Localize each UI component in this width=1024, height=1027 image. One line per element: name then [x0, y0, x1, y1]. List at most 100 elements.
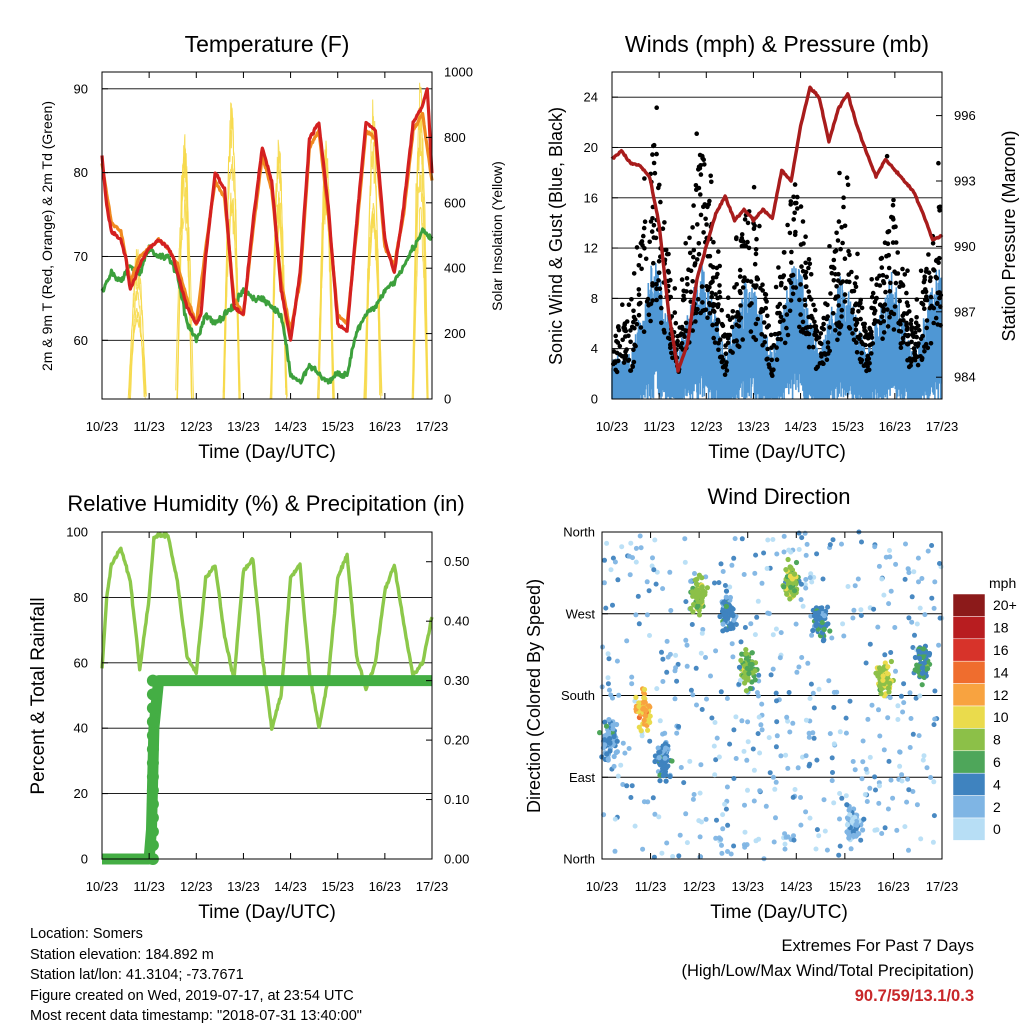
gust-point: [821, 321, 826, 327]
direction-point: [604, 751, 610, 757]
direction-point: [629, 674, 635, 680]
legend-swatch: [952, 683, 986, 707]
direction-point: [913, 695, 919, 701]
gust-point: [868, 332, 874, 338]
gust-point: [838, 246, 843, 252]
gust-point: [704, 222, 709, 227]
direction-point: [831, 741, 837, 747]
legend-swatch: [952, 705, 986, 729]
gust-point: [818, 351, 824, 357]
gust-point: [626, 302, 632, 308]
gust-point: [660, 226, 666, 231]
gust-point: [911, 346, 917, 351]
direction-point: [819, 605, 825, 611]
gust-point: [859, 350, 864, 356]
gust-point: [911, 334, 916, 340]
direction-point: [690, 593, 696, 599]
temperature-x-tick-label: 15/23: [321, 419, 354, 434]
gust-point: [837, 331, 842, 336]
gust-point: [902, 272, 908, 277]
direction-point: [930, 839, 936, 845]
direction-point: [640, 846, 646, 852]
direction-point: [747, 685, 753, 692]
temperature-y-tick-right-label: 800: [444, 130, 466, 145]
direction-point: [644, 579, 650, 585]
direction-point: [663, 778, 669, 784]
direction-point: [743, 688, 750, 694]
humidity-y-tick-right-label: 0.20: [444, 733, 469, 748]
gust-point: [800, 268, 806, 274]
gust-point: [725, 295, 731, 301]
legend-title: mph: [989, 575, 1016, 591]
gust-point: [825, 302, 830, 308]
gust-point: [806, 265, 811, 271]
direction-point: [738, 639, 744, 645]
gust-point: [678, 345, 684, 350]
direction-point: [848, 846, 854, 852]
direction-point: [651, 567, 657, 573]
direction-point: [897, 763, 903, 769]
direction-point: [846, 807, 852, 813]
direction-point: [650, 795, 656, 801]
direction-point: [861, 816, 867, 822]
direction-point: [729, 562, 735, 568]
gust-point: [696, 241, 702, 246]
direction-point: [716, 835, 722, 841]
gust-point: [933, 274, 939, 280]
direction-point: [669, 758, 675, 764]
gust-point: [836, 303, 841, 308]
direction-point: [803, 552, 809, 558]
gust-point: [698, 163, 703, 168]
gust-point: [754, 236, 759, 242]
direction-point: [885, 664, 891, 670]
direction-point: [837, 843, 843, 849]
gust-point: [880, 336, 885, 342]
gust-point: [858, 316, 863, 322]
gust-point: [885, 324, 891, 329]
gust-point: [730, 350, 735, 355]
direction-point: [909, 594, 915, 600]
gust-point: [730, 315, 735, 320]
direction-point: [770, 774, 776, 780]
gust-point: [840, 279, 846, 284]
gust-point: [919, 355, 925, 361]
direction-point: [914, 802, 920, 808]
gust-point: [768, 332, 774, 338]
gust-point: [690, 279, 695, 284]
extremes-values: 90.7/59/13.1/0.3: [854, 987, 974, 1005]
direction-point: [684, 642, 690, 648]
direction-point: [784, 591, 790, 597]
gust-point: [714, 265, 720, 271]
direction-point: [620, 782, 626, 787]
winds-x-tick-label: 10/23: [596, 419, 629, 434]
direction-point: [859, 776, 865, 782]
direction-point: [852, 767, 858, 773]
direction-point: [879, 831, 885, 836]
direction-point: [637, 533, 643, 539]
wind-direction-y-tick-label: West: [566, 606, 596, 621]
gust-point: [787, 308, 793, 314]
direction-point: [717, 613, 723, 620]
gust-point: [791, 194, 796, 200]
gust-point: [716, 249, 721, 254]
gust-point: [824, 316, 829, 322]
direction-point: [854, 822, 860, 828]
direction-point: [806, 730, 812, 736]
direction-point: [821, 626, 827, 633]
gust-point: [799, 264, 804, 269]
gust-point: [645, 296, 651, 302]
gust-point: [631, 319, 636, 325]
gust-point: [806, 257, 812, 262]
direction-point: [695, 603, 701, 609]
gust-point: [924, 325, 929, 331]
gust-point: [936, 160, 941, 166]
gust-point: [915, 362, 921, 368]
gust-point: [840, 240, 845, 246]
gust-point: [734, 236, 739, 242]
gust-point: [615, 358, 621, 364]
direction-point: [798, 581, 804, 587]
direction-point: [677, 832, 683, 838]
gust-point: [782, 250, 787, 255]
gust-point: [734, 282, 739, 287]
direction-point: [641, 717, 647, 724]
